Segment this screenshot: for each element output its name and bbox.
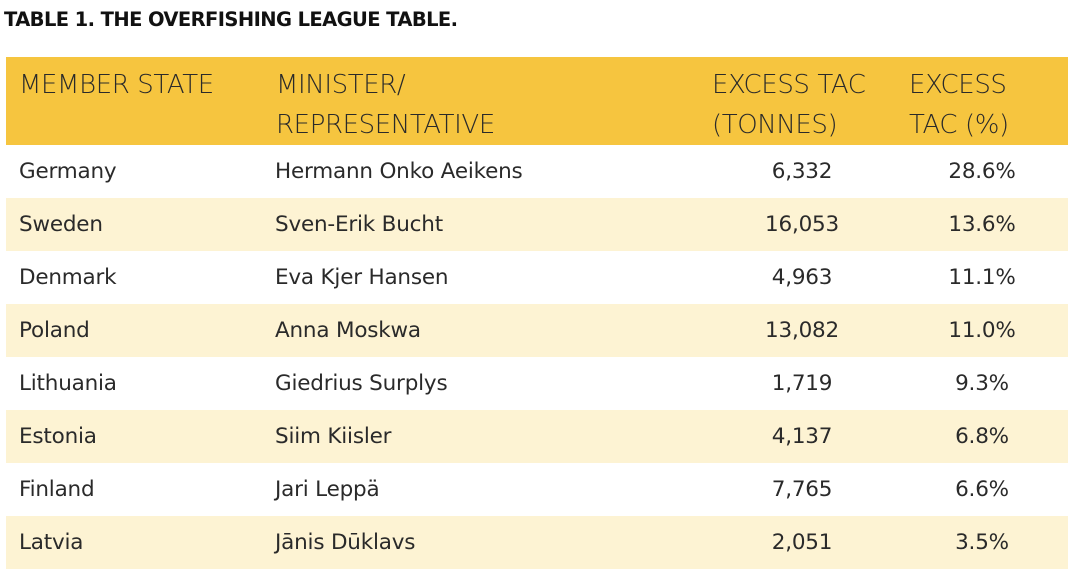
cell-minister: Siim Kiisler	[275, 424, 392, 449]
cell-excess-tonnes: 7,765	[771, 477, 833, 502]
table-header-row: MEMBER STATE MINISTER/ REPRESENTATIVE EX…	[6, 57, 1068, 145]
table-row: Finland Jari Leppä 7,765 6.6%	[6, 463, 1068, 516]
table-row: Germany Hermann Onko Aeikens 6,332 28.6%	[6, 145, 1068, 198]
header-tonnes-line1: EXCESS TAC	[712, 70, 866, 100]
header-pct-line1: EXCESS	[909, 70, 1007, 100]
cell-excess-percent: 28.6%	[948, 159, 1016, 184]
cell-excess-tonnes: 6,332	[771, 159, 833, 184]
cell-minister: Jānis Dūklavs	[275, 530, 416, 555]
cell-excess-tonnes: 16,053	[764, 212, 840, 237]
cell-member-state: Estonia	[19, 424, 97, 449]
header-excess-tac-tonnes: EXCESS TAC (TONNES)	[712, 65, 866, 145]
cell-excess-percent: 13.6%	[948, 212, 1016, 237]
cell-excess-tonnes: 4,137	[771, 424, 833, 449]
cell-excess-percent: 11.0%	[948, 318, 1016, 343]
cell-excess-percent: 6.8%	[955, 424, 1009, 449]
cell-member-state: Poland	[19, 318, 90, 343]
header-excess-tac-percent: EXCESS TAC (%)	[909, 65, 1009, 145]
cell-member-state: Finland	[19, 477, 95, 502]
table-title: TABLE 1. THE OVERFISHING LEAGUE TABLE.	[4, 8, 458, 31]
cell-minister: Giedrius Surplys	[275, 371, 448, 396]
table-row: Denmark Eva Kjer Hansen 4,963 11.1%	[6, 251, 1068, 304]
cell-member-state: Sweden	[19, 212, 103, 237]
cell-minister: Eva Kjer Hansen	[275, 265, 449, 290]
table-row: Sweden Sven-Erik Bucht 16,053 13.6%	[6, 198, 1068, 251]
cell-minister: Hermann Onko Aeikens	[275, 159, 523, 184]
cell-minister: Sven-Erik Bucht	[275, 212, 443, 237]
header-minister-line1: MINISTER/	[276, 70, 406, 100]
header-pct-line2: TAC (%)	[909, 110, 1009, 140]
cell-member-state: Lithuania	[19, 371, 117, 396]
cell-excess-tonnes: 1,719	[771, 371, 833, 396]
table-row: Latvia Jānis Dūklavs 2,051 3.5%	[6, 516, 1068, 569]
cell-member-state: Latvia	[19, 530, 84, 555]
header-member-state: MEMBER STATE	[19, 65, 214, 105]
cell-excess-percent: 3.5%	[955, 530, 1009, 555]
cell-member-state: Denmark	[19, 265, 117, 290]
cell-excess-percent: 6.6%	[955, 477, 1009, 502]
cell-excess-tonnes: 4,963	[771, 265, 833, 290]
cell-excess-tonnes: 13,082	[764, 318, 840, 343]
cell-excess-tonnes: 2,051	[771, 530, 833, 555]
overfishing-table: MEMBER STATE MINISTER/ REPRESENTATIVE EX…	[6, 57, 1068, 569]
table-row: Estonia Siim Kiisler 4,137 6.8%	[6, 410, 1068, 463]
header-member-state-label: MEMBER STATE	[19, 70, 214, 100]
table-row: Poland Anna Moskwa 13,082 11.0%	[6, 304, 1068, 357]
table-row: Lithuania Giedrius Surplys 1,719 9.3%	[6, 357, 1068, 410]
cell-minister: Anna Moskwa	[275, 318, 421, 343]
header-minister: MINISTER/ REPRESENTATIVE	[276, 65, 495, 145]
cell-member-state: Germany	[19, 159, 117, 184]
cell-excess-percent: 11.1%	[948, 265, 1016, 290]
cell-minister: Jari Leppä	[275, 477, 380, 502]
cell-excess-percent: 9.3%	[955, 371, 1009, 396]
header-tonnes-line2: (TONNES)	[712, 110, 838, 140]
header-minister-line2: REPRESENTATIVE	[276, 110, 495, 140]
